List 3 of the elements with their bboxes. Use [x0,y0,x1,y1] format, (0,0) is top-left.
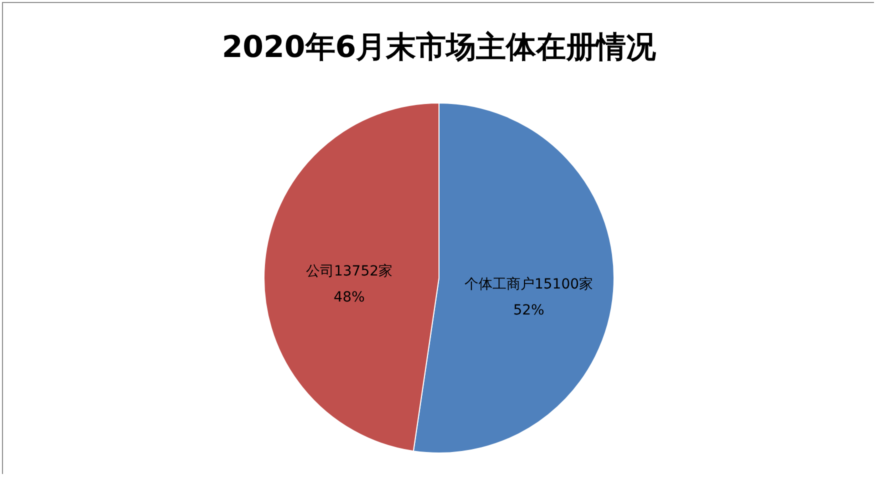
slice-label: 个体工商户15100家 52% [464,276,594,319]
slice-label: 公司13752家 48% [306,263,393,306]
chart-title: 2020年6月末市场主体在册情况 [222,30,658,65]
